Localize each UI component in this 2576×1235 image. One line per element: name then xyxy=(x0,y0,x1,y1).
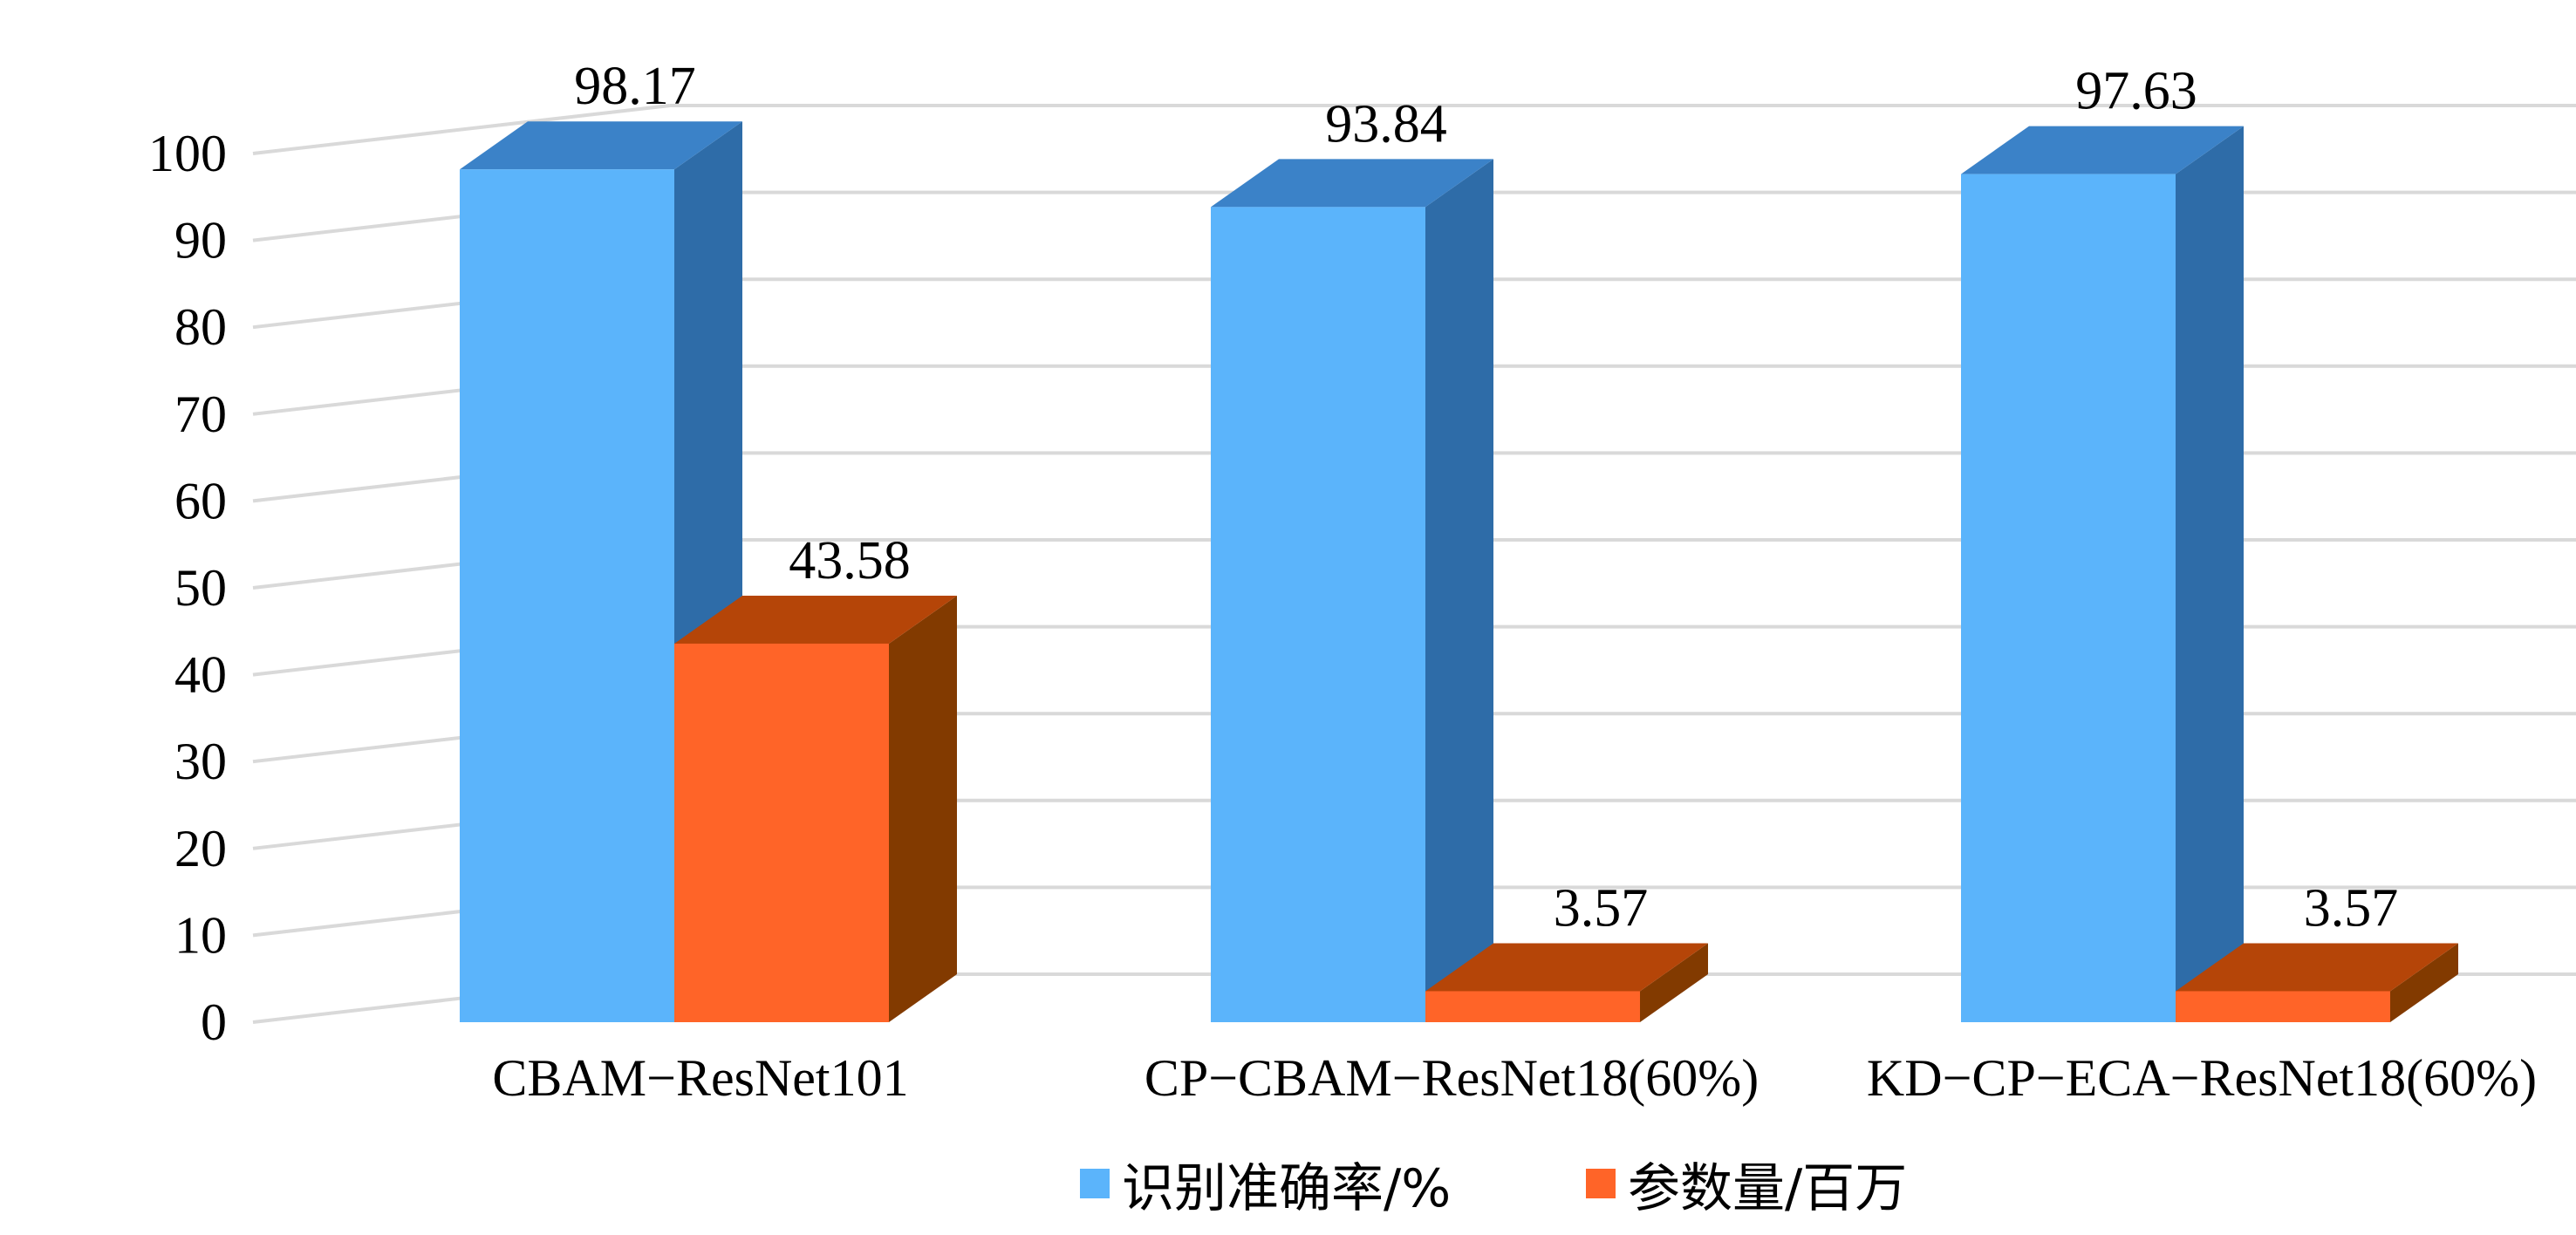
y-tick-label: 20 xyxy=(174,820,227,877)
bar xyxy=(1961,126,2244,1022)
y-axis-ticks: 0 10 20 30 40 50 60 70 80 90 100 xyxy=(148,125,227,1051)
y-tick-label: 0 xyxy=(201,993,227,1051)
bar-front xyxy=(2176,991,2390,1022)
bar-top xyxy=(1211,159,1493,208)
data-label: 3.57 xyxy=(2304,878,2399,938)
legend-item: 参数量/百万 xyxy=(1586,1158,1907,1219)
y-tick-label: 10 xyxy=(174,906,227,964)
y-tick-label: 70 xyxy=(174,386,227,443)
bar-front xyxy=(1425,991,1640,1022)
bar-top xyxy=(1961,126,2244,174)
bar-top xyxy=(1425,943,1708,992)
x-category-label: CBAM−ResNet101 xyxy=(492,1049,908,1107)
bar xyxy=(1211,159,1493,1022)
legend-label: 识别准确率/% xyxy=(1122,1158,1451,1219)
bar-front xyxy=(1211,207,1425,1022)
legend: 识别准确率/% 参数量/百万 xyxy=(1080,1158,1907,1219)
legend-label: 参数量/百万 xyxy=(1628,1158,1907,1219)
legend-swatch xyxy=(1586,1169,1616,1198)
bar-top xyxy=(674,595,957,644)
bar xyxy=(674,595,957,1022)
x-category-label: CP−CBAM−ResNet18(60%) xyxy=(1145,1049,1759,1107)
bar-side xyxy=(2390,943,2458,1022)
x-category-label: KD−CP−ECA−ResNet18(60%) xyxy=(1867,1049,2537,1107)
x-axis-labels: CBAM−ResNet101 CP−CBAM−ResNet18(60%) KD−CP… xyxy=(492,1049,2537,1107)
bar-side xyxy=(2176,126,2244,1022)
y-tick-label: 40 xyxy=(174,646,227,704)
legend-item: 识别准确率/% xyxy=(1080,1158,1451,1219)
y-tick-label: 90 xyxy=(174,212,227,270)
bar-side xyxy=(1425,159,1493,1022)
bar-front xyxy=(460,169,674,1022)
y-tick-label: 60 xyxy=(174,472,227,529)
gridline-diagonal xyxy=(252,104,671,155)
bars xyxy=(460,121,2458,1022)
data-label: 98.17 xyxy=(574,57,696,116)
data-label: 93.84 xyxy=(1325,94,1447,154)
data-label: 3.57 xyxy=(1554,878,1649,938)
bar-front xyxy=(1961,174,2176,1022)
y-tick-label: 50 xyxy=(174,559,227,617)
legend-swatch xyxy=(1080,1169,1110,1198)
y-tick-label: 80 xyxy=(174,298,227,356)
bar-top xyxy=(460,121,742,170)
bar-top xyxy=(2176,943,2458,992)
y-tick-label: 30 xyxy=(174,733,227,790)
bar-side xyxy=(1640,943,1708,1022)
y-tick-label: 100 xyxy=(148,125,227,182)
bar-front xyxy=(674,643,889,1022)
bar-side xyxy=(889,595,957,1022)
bar xyxy=(1425,943,1708,1022)
bar xyxy=(2176,943,2458,1022)
data-labels: 98.17 43.58 93.84 3.57 97.63 3.57 xyxy=(574,57,2398,938)
data-label: 43.58 xyxy=(789,531,911,590)
data-label: 97.63 xyxy=(2075,62,2197,121)
